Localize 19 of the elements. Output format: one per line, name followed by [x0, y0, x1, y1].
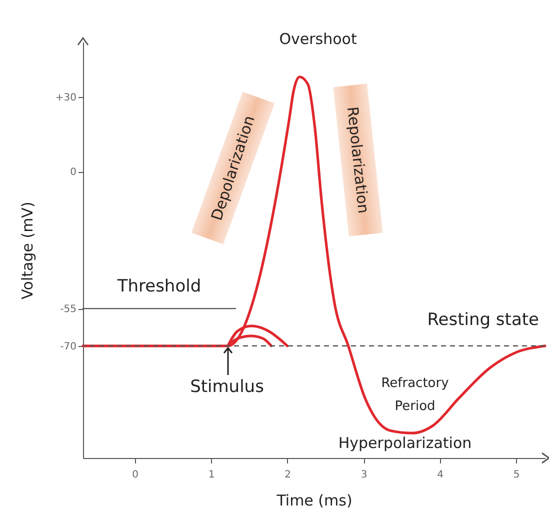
x-tick-label: 2 [284, 470, 292, 480]
x-tick-label: 5 [513, 470, 520, 480]
y-tick-label: -55 [60, 304, 76, 316]
y-tick-label: -70 [60, 341, 76, 352]
annotation: Refractory Period [381, 376, 450, 414]
annotation: Repolarization [343, 106, 373, 214]
annotation: Hyperpolarization [338, 434, 472, 452]
x-tick-label: 1 [208, 470, 215, 480]
x-axis-title: Time (ms) [276, 492, 352, 510]
ref-line-label: Resting state [427, 310, 539, 330]
annotation: Stimulus [190, 377, 264, 397]
series-label: Threshold [116, 276, 202, 297]
y-axis-title: Voltage (mV) [18, 202, 36, 300]
x-tick-label: 3 [360, 470, 368, 480]
annotation: Overshoot [279, 30, 357, 48]
x-tick-label: 0 [132, 470, 139, 480]
y-tick-label: +30 [55, 92, 76, 104]
y-tick-label: 0 [70, 167, 76, 178]
x-tick-label: 4 [437, 470, 444, 480]
